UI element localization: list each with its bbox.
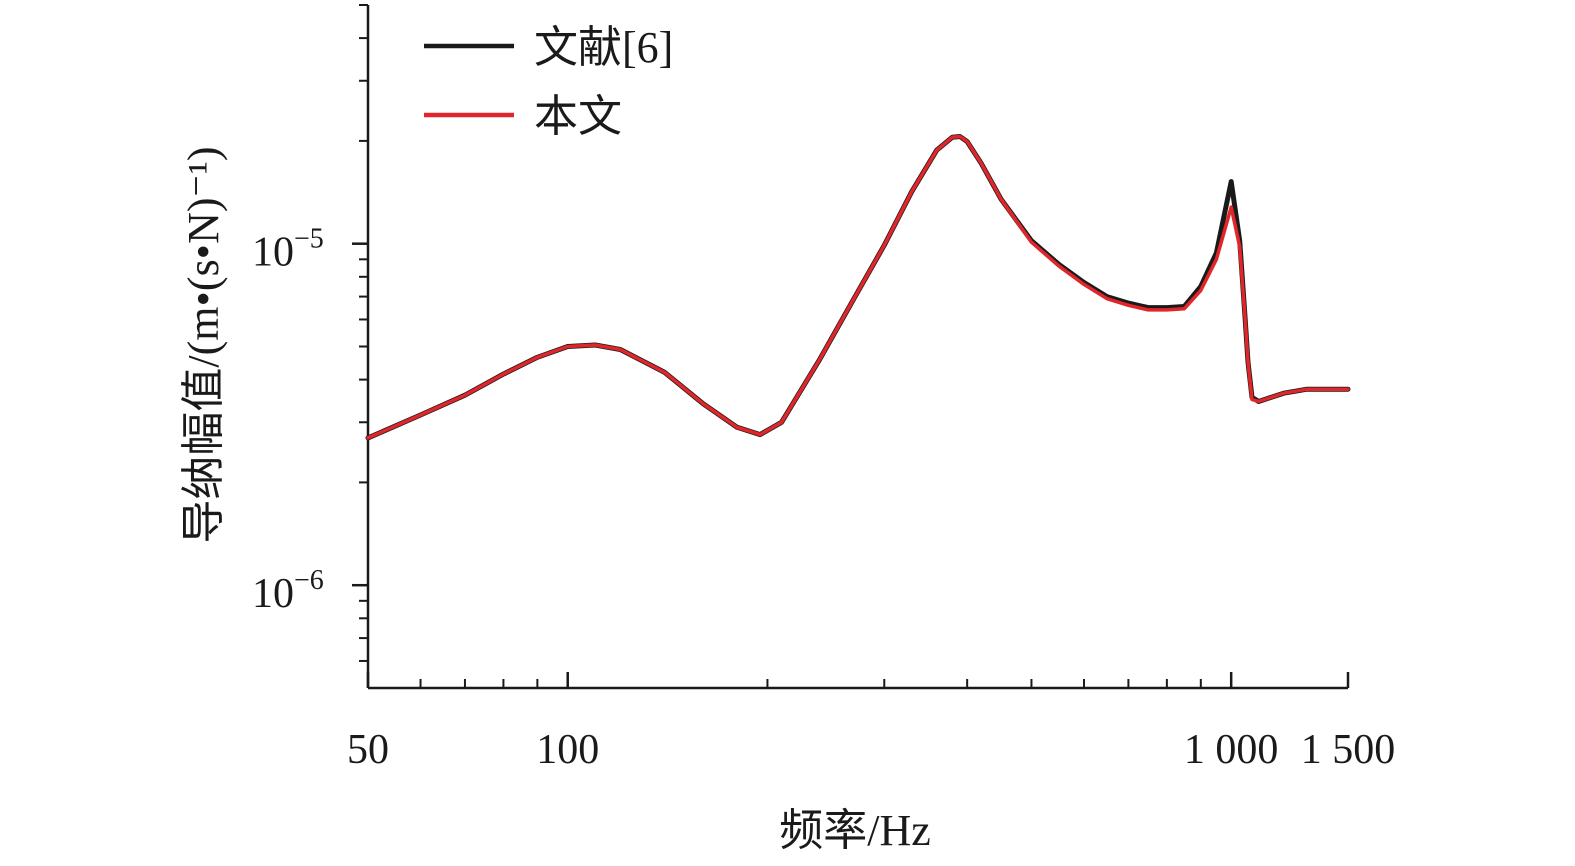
x-tick-label: 1 500 (1301, 727, 1396, 773)
series-line-2 (366, 134, 1350, 440)
x-axis-title: 频率/Hz (779, 806, 931, 855)
legend: 文献[6] 本文 (424, 23, 673, 141)
y-axis-title: 导纳幅值/(m•(s•N)⁻¹) (179, 146, 228, 543)
x-tick-label: 1 000 (1184, 727, 1279, 773)
legend-label: 文献[6] (534, 23, 673, 72)
tick-labels: 50 100 1 000 1 500 10−6 10−5 (252, 224, 1395, 773)
major-ticks (352, 242, 1350, 688)
minor-ticks (359, 4, 1202, 688)
y-tick-label: 10−6 (252, 565, 324, 617)
x-tick-label: 100 (536, 727, 599, 773)
series-layer (365, 134, 1351, 441)
legend-label: 本文 (534, 92, 622, 141)
x-tick-label: 50 (347, 727, 389, 773)
y-tick-label: 10−5 (252, 224, 324, 276)
plot-axes (352, 4, 1350, 690)
